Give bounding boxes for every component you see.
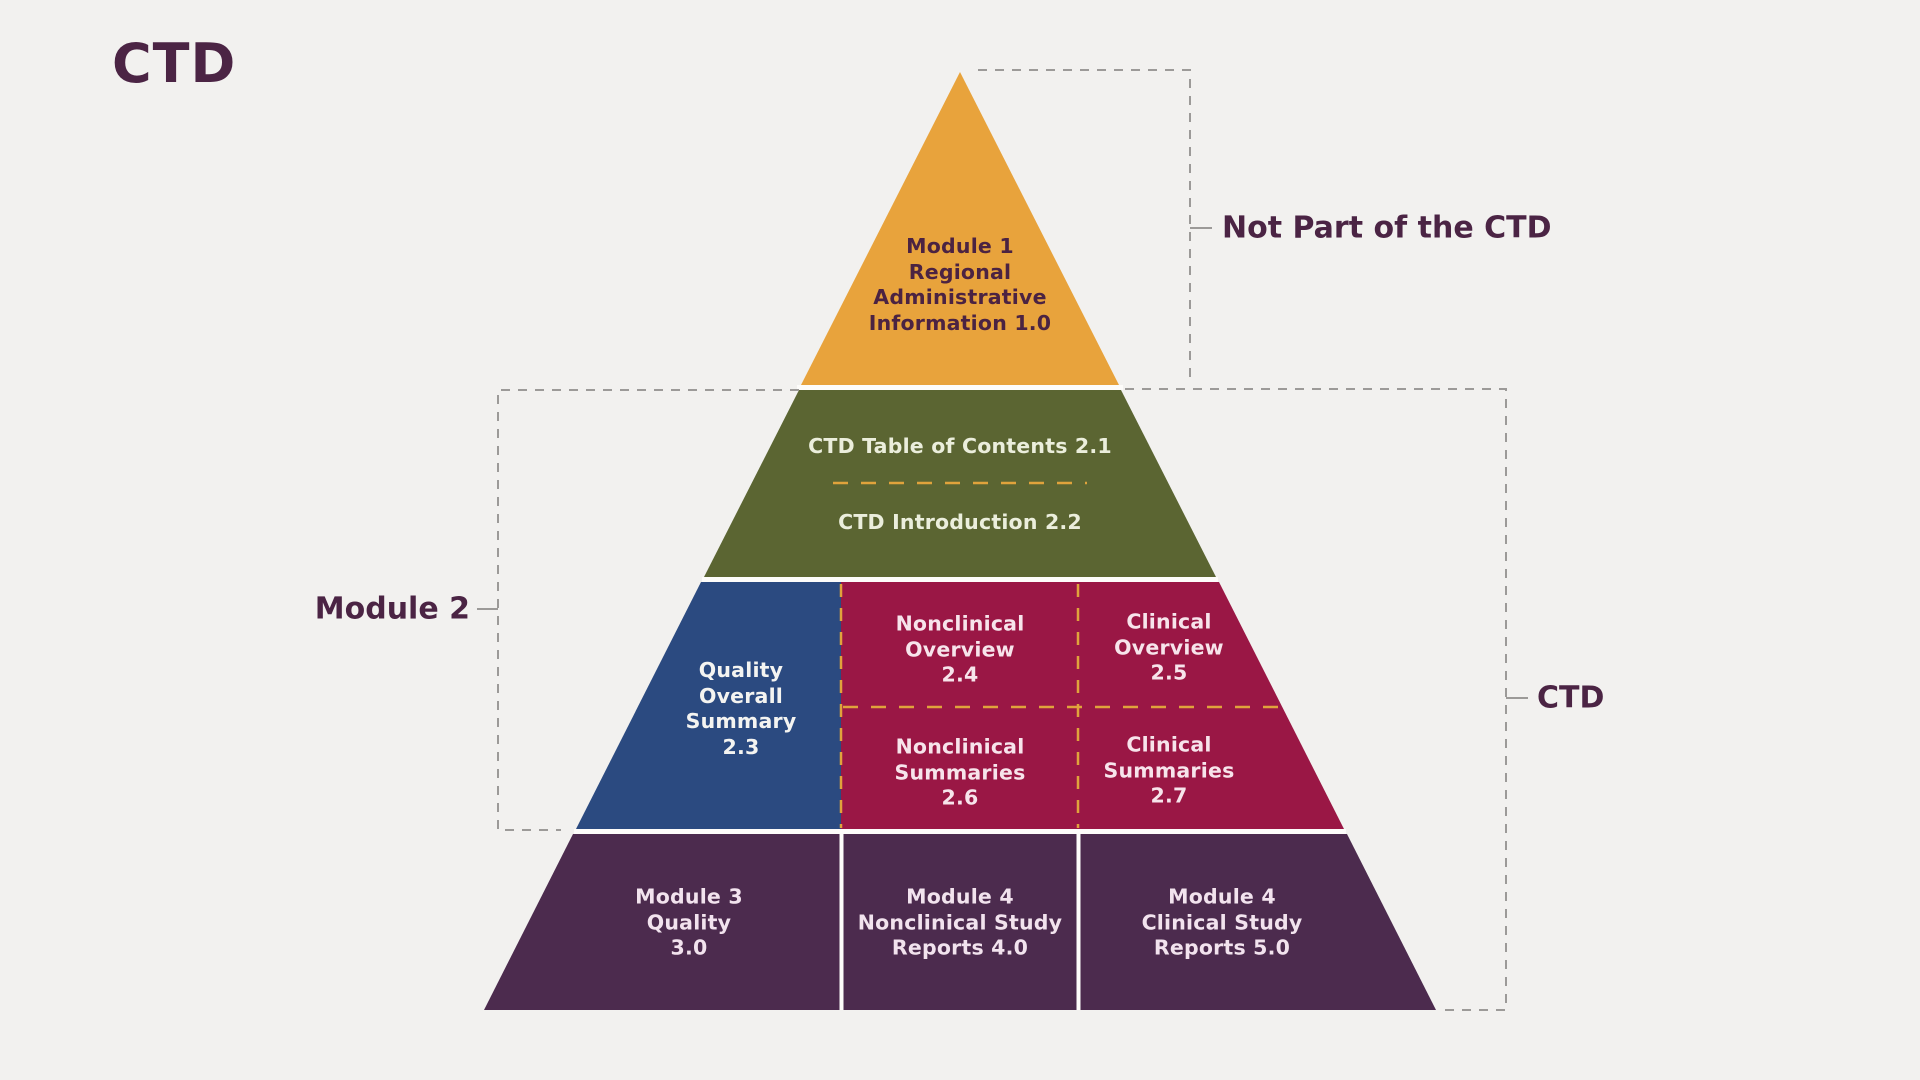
overviews-summaries-block [841,582,1344,829]
module1-label: Module 1 Regional Administrative Informa… [868,233,1052,335]
module3-label: Module 3 Quality 3.0 [635,884,743,960]
page-title: CTD [112,32,237,95]
introduction-label: CTD Introduction 2.2 [838,510,1082,535]
modules-3-4-5-band [484,834,1436,1010]
quality-overall-summary-label: Quality Overall Summary 2.3 [685,657,797,759]
not-part-of-ctd-annotation: Not Part of the CTD [1222,210,1552,246]
ctd-annotation: CTD [1537,680,1605,716]
quality-overall-summary-block [576,582,841,829]
clinical-overview-label: Clinical Overview 2.5 [1114,609,1224,685]
toc-label: CTD Table of Contents 2.1 [808,434,1112,459]
nonclinical-summaries-label: Nonclinical Summaries 2.6 [894,734,1026,810]
not-part-bracket [978,69,1191,383]
module4-clinical-label: Module 4 Clinical Study Reports 5.0 [1141,884,1303,960]
nonclinical-overview-label: Nonclinical Overview 2.4 [895,611,1025,687]
module4-nonclinical-label: Module 4 Nonclinical Study Reports 4.0 [857,884,1063,960]
module2-bracket [497,389,799,831]
module2-annotation: Module 2 [314,591,470,627]
clinical-summaries-label: Clinical Summaries 2.7 [1103,732,1235,808]
ctd-bracket [1125,388,1507,1011]
module1-triangle [801,72,1119,385]
